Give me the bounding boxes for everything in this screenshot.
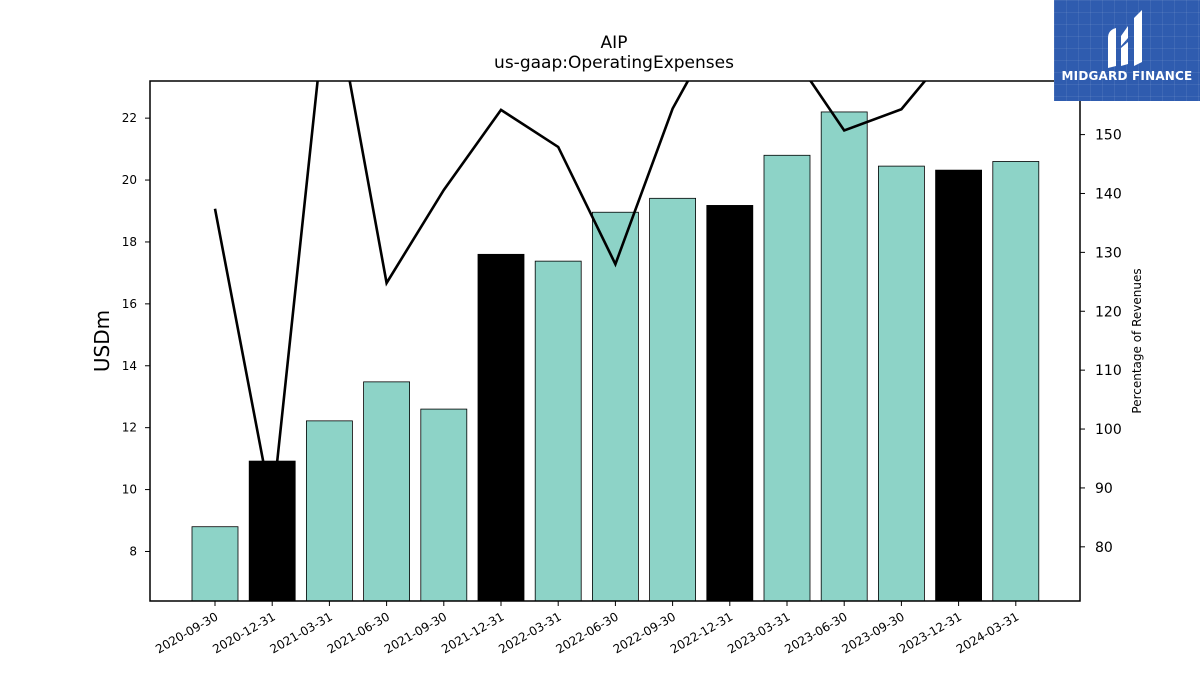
bar-2022-09-30 [649, 197, 696, 602]
y-tick-label: 8 [129, 544, 137, 558]
y-axis-label: USDm [90, 310, 114, 372]
bar-2024-03-31 [992, 161, 1040, 602]
x-tick-label: 2023-03-31 [725, 609, 792, 656]
y-tick-label: 16 [122, 297, 137, 311]
bar-2023-03-31 [763, 154, 811, 602]
y-tick-label: 14 [122, 359, 137, 373]
plot-area: 8 10 12 14 16 18 20 22 80 90 100 110 120 130 140 150 202… [122, 80, 1122, 656]
bar-2020-09-30 [191, 526, 239, 602]
x-tick-label: 2021-03-31 [267, 609, 334, 656]
y-tick-label: 18 [122, 235, 137, 249]
x-tick-label: 2021-09-30 [382, 609, 449, 656]
x-tick-label: 2020-12-31 [210, 609, 277, 656]
x-tick-label: 2024-03-31 [954, 609, 1021, 656]
logo-text: MIDGARD FINANCE [1061, 69, 1193, 83]
bar-2022-03-31 [534, 260, 582, 602]
y2-tick-label: 110 [1095, 363, 1122, 379]
x-tick-label: 2022-03-31 [496, 609, 563, 656]
x-tick-label: 2021-12-31 [439, 609, 506, 656]
line-percentage-of-revenues [213, 81, 927, 509]
x-tick-label: 2023-12-31 [897, 609, 964, 656]
bar-2021-06-30 [363, 381, 411, 602]
x-tick-label: 2022-06-30 [553, 609, 620, 656]
y2-tick-label: 100 [1095, 422, 1122, 438]
bar-2021-09-30 [420, 408, 468, 602]
x-tick-label: 2021-06-30 [325, 609, 392, 656]
bar-2023-09-30 [878, 165, 925, 602]
x-tick-label: 2023-06-30 [782, 609, 849, 656]
y2-tick-label: 120 [1095, 304, 1122, 320]
bar-2021-03-31 [305, 420, 353, 602]
y2-tick-label: 130 [1095, 245, 1122, 261]
bars [191, 111, 1040, 602]
bar-2022-06-30 [592, 211, 639, 602]
x-tick-label: 2020-09-30 [153, 609, 220, 656]
y2-axis-label: Percentage of Revenues [1130, 268, 1144, 413]
y-tick-label: 20 [122, 173, 137, 187]
y2-tick-label: 140 [1095, 186, 1122, 202]
y2-tick-label: 90 [1095, 481, 1113, 497]
y-tick-label: 12 [122, 421, 137, 435]
chart-title: AIP [601, 33, 628, 53]
bar-2023-12-31 [935, 169, 982, 602]
bar-2023-06-30 [820, 111, 868, 602]
x-tick-label: 2022-12-31 [668, 609, 735, 656]
brand-logo: MIDGARD FINANCE [1054, 0, 1200, 101]
x-tick-label: 2023-09-30 [839, 609, 906, 656]
chart-subtitle: us-gaap:OperatingExpenses [494, 53, 734, 73]
bar-2020-12-31 [248, 460, 296, 602]
midgard-logo-icon [1108, 10, 1142, 68]
y-tick-label: 10 [122, 483, 137, 497]
bar-2021-12-31 [477, 253, 525, 602]
y2-tick-label: 80 [1095, 540, 1113, 556]
y-tick-label: 22 [122, 111, 137, 125]
x-tick-label: 2022-09-30 [611, 609, 678, 656]
bar-2022-12-31 [706, 205, 754, 602]
y2-tick-label: 150 [1095, 128, 1122, 144]
